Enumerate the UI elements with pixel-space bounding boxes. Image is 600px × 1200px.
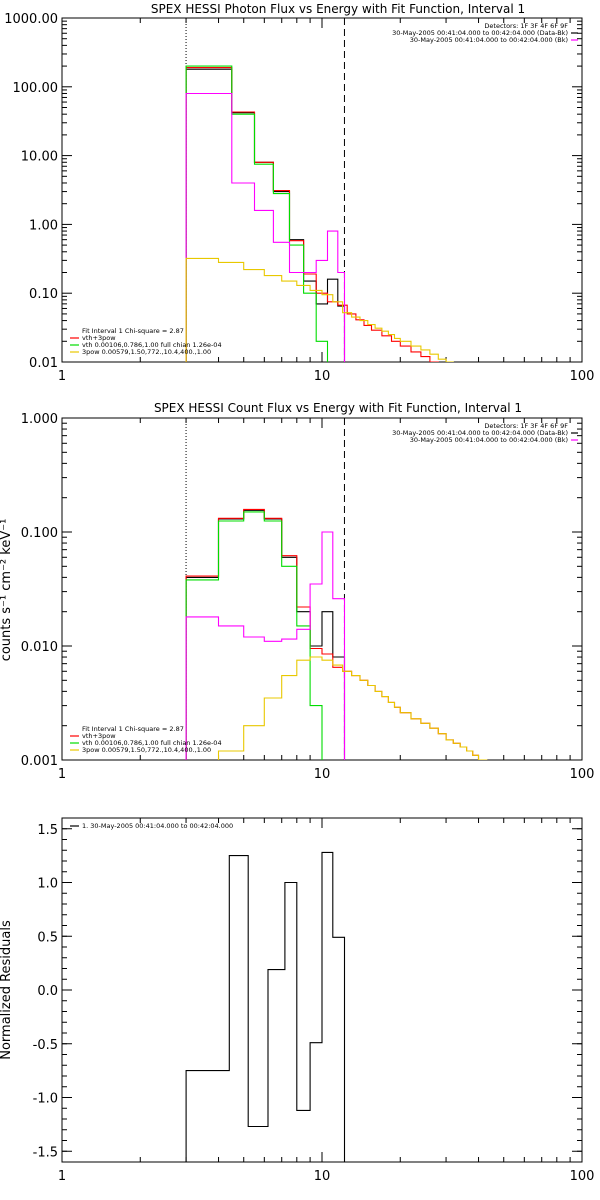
series-line (185, 68, 346, 362)
y-tick-label: 1.000 (21, 412, 58, 427)
y-tick-label: 0.10 (29, 287, 58, 302)
series-line (185, 508, 488, 760)
plot-frame (61, 17, 583, 363)
x-tick-label: 1 (58, 369, 66, 384)
y-tick-label: 1.0 (37, 877, 58, 892)
series-group (185, 65, 454, 362)
series-group (185, 851, 346, 1162)
series-line (185, 531, 346, 760)
y-tick-label: 0.100 (21, 526, 58, 541)
y-axis-label: Normalized Residuals (0, 920, 14, 1060)
x-tick-label: 1 (58, 1169, 66, 1184)
panel-title: SPEX HESSI Photon Flux vs Energy with Fi… (151, 2, 525, 16)
panel-title: SPEX HESSI Count Flux vs Energy with Fit… (154, 401, 522, 415)
x-tick-label: 10 (314, 1169, 331, 1184)
legend-entry-text: Fit Interval 1 Chi-square = 2.87 (82, 725, 184, 733)
legend-entry-text: Detectors: 1F 3F 4F 6F 9F (484, 22, 568, 30)
y-tick-label: 10.00 (21, 150, 58, 165)
series-line (185, 92, 346, 362)
y-tick-label: -0.5 (33, 1038, 58, 1053)
y-tick-label: 1000.00 (4, 12, 58, 27)
y-tick-label: 100.00 (13, 81, 59, 96)
y-tick-label: 0.001 (21, 754, 58, 769)
count-flux-panel: SPEX HESSI Count Flux vs Energy with Fit… (0, 401, 594, 782)
legend-entry-text: 1. 30-May-2005 00:41:04.000 to 00:42:04.… (82, 822, 233, 830)
photon-flux-panel: SPEX HESSI Photon Flux vs Energy with Fi… (4, 2, 594, 384)
y-tick-label: 0.5 (37, 930, 58, 945)
series-line (185, 67, 439, 362)
x-tick-label: 100 (570, 767, 595, 782)
series-line (185, 851, 346, 1162)
legend-entry-text: 30-May-2005 00:41:04.000 to 00:42:04.000… (392, 29, 568, 37)
legend-entry-text: 30-May-2005 00:41:04.000 to 00:42:04.000… (392, 429, 568, 437)
legend-entry-text: 30-May-2005 00:41:04.000 to 00:42:04.000… (410, 436, 568, 444)
x-tick-label: 10 (314, 369, 331, 384)
legend-entry-text: Detectors: 1F 3F 4F 6F 9F (484, 422, 568, 430)
legend-entry-text: 3pow 0.00579,1.50,772.,10.4,400.,1.00 (82, 348, 211, 356)
y-tick-label: -1.0 (33, 1092, 58, 1107)
y-tick-label: 1.00 (29, 218, 58, 233)
legend-entry-text: vth 0.00106,0.786,1.00 full chian 1.26e-… (82, 341, 222, 349)
series-line (185, 511, 323, 760)
y-tick-label: 0.0 (37, 984, 58, 999)
y-tick-label: 0.01 (29, 356, 58, 371)
x-tick-label: 10 (314, 767, 331, 782)
x-tick-label: 100 (570, 1169, 595, 1184)
y-tick-label: 1.5 (37, 823, 58, 838)
legend-entry-text: 30-May-2005 00:41:04.000 to 00:42:04.000… (410, 36, 568, 44)
series-line (185, 509, 346, 760)
series-line (217, 656, 488, 760)
y-tick-label: -1.5 (33, 1145, 58, 1160)
legend-entry-text: vth+3pow (82, 334, 116, 342)
series-line (185, 257, 454, 362)
legend-entry-text: vth+3pow (82, 732, 116, 740)
series-line (185, 65, 329, 362)
legend-entry-text: vth 0.00106,0.786,1.00 full chian 1.26e-… (82, 739, 222, 747)
x-tick-label: 100 (570, 369, 595, 384)
y-axis-label: counts s⁻¹ cm⁻² keV⁻¹ (0, 519, 14, 662)
legend-entry-text: Fit Interval 1 Chi-square = 2.87 (82, 327, 184, 335)
x-tick-label: 1 (58, 767, 66, 782)
y-tick-label: 0.010 (21, 640, 58, 655)
residuals-panel: Normalized Residuals 1 10 100 -1.5 -1.0 -0.5 0… (0, 817, 595, 1184)
series-group (185, 508, 488, 760)
legend-entry-text: 3pow 0.00579,1.50,772.,10.4,400.,1.00 (82, 746, 211, 754)
